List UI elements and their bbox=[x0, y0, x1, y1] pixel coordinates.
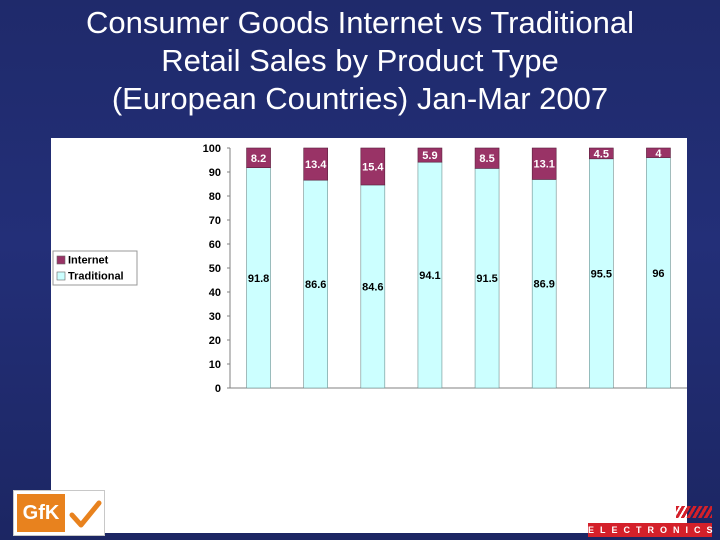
legend-box bbox=[52, 250, 138, 286]
data-label-traditional: 86.9 bbox=[533, 279, 554, 291]
data-label-traditional: 84.6 bbox=[362, 281, 383, 293]
bar-traditional bbox=[531, 179, 557, 389]
data-label-internet: 15.4 bbox=[362, 161, 384, 173]
bar-internet bbox=[417, 147, 443, 163]
bar-traditional bbox=[417, 161, 443, 389]
y-tick-label: 0 bbox=[215, 383, 221, 395]
data-label-internet: 13.4 bbox=[305, 159, 327, 171]
plot-area bbox=[230, 148, 687, 388]
y-tick-label: 80 bbox=[209, 191, 221, 203]
nashua-logo-tagline: ELECTRONICS bbox=[588, 523, 719, 537]
nashua-stripes-icon bbox=[676, 506, 712, 518]
slide-title: Consumer Goods Internet vs Traditional R… bbox=[0, 4, 720, 118]
y-tick-label: 30 bbox=[209, 311, 221, 323]
data-label-traditional: 91.5 bbox=[476, 273, 497, 285]
data-label-traditional: 94.1 bbox=[419, 270, 440, 282]
legend-swatch-traditional bbox=[56, 271, 66, 281]
nashua-logo: NASHUA ELECTRONICS bbox=[588, 503, 719, 537]
bar-internet bbox=[589, 147, 614, 160]
y-tick-label: 20 bbox=[209, 335, 221, 347]
bar-traditional bbox=[474, 168, 500, 389]
bar-traditional bbox=[589, 158, 614, 389]
y-tick-label: 100 bbox=[203, 143, 221, 155]
data-label-traditional: 86.6 bbox=[305, 279, 326, 291]
title-line-2: Retail Sales by Product Type bbox=[161, 43, 559, 78]
bar-traditional bbox=[360, 184, 386, 389]
data-label-traditional: 91.8 bbox=[248, 273, 269, 285]
bar-internet bbox=[531, 147, 557, 180]
legend-swatch-internet bbox=[56, 255, 66, 265]
y-tick-label: 40 bbox=[209, 287, 221, 299]
bar-internet bbox=[646, 147, 671, 158]
bar-internet bbox=[303, 147, 328, 181]
bar-internet bbox=[246, 147, 271, 168]
data-label-traditional: 96 bbox=[652, 268, 664, 280]
gfk-logo: GfK bbox=[13, 490, 105, 536]
nashua-logo-name: NASHUA bbox=[588, 503, 656, 520]
data-label-internet: 5.9 bbox=[422, 150, 437, 162]
data-label-internet: 13.1 bbox=[533, 159, 554, 171]
data-label-internet: 4.5 bbox=[594, 148, 609, 160]
legend-label-internet: Internet bbox=[68, 255, 109, 267]
bar-traditional bbox=[646, 157, 671, 389]
bar-traditional bbox=[246, 167, 271, 389]
title-line-3: (European Countries) Jan-Mar 2007 bbox=[111, 81, 609, 116]
y-tick-label: 10 bbox=[209, 359, 221, 371]
legend-label-traditional: Traditional bbox=[68, 271, 124, 283]
y-tick-label: 50 bbox=[209, 263, 221, 275]
gfk-logo-text: GfK bbox=[17, 494, 65, 532]
checkmark-icon bbox=[69, 500, 102, 528]
y-tick-label: 70 bbox=[209, 215, 221, 227]
data-label-traditional: 95.5 bbox=[591, 268, 612, 280]
bar-internet bbox=[360, 147, 386, 186]
title-line-1: Consumer Goods Internet vs Traditional bbox=[86, 5, 634, 40]
data-label-internet: 8.2 bbox=[251, 153, 266, 165]
data-label-internet: 4 bbox=[655, 148, 662, 160]
bar-traditional bbox=[303, 179, 328, 389]
y-tick-label: 90 bbox=[209, 167, 221, 179]
bar-internet bbox=[474, 147, 500, 169]
legend: Internet Traditional bbox=[52, 250, 138, 286]
data-label-internet: 8.5 bbox=[479, 153, 494, 165]
y-tick-label: 60 bbox=[209, 239, 221, 251]
